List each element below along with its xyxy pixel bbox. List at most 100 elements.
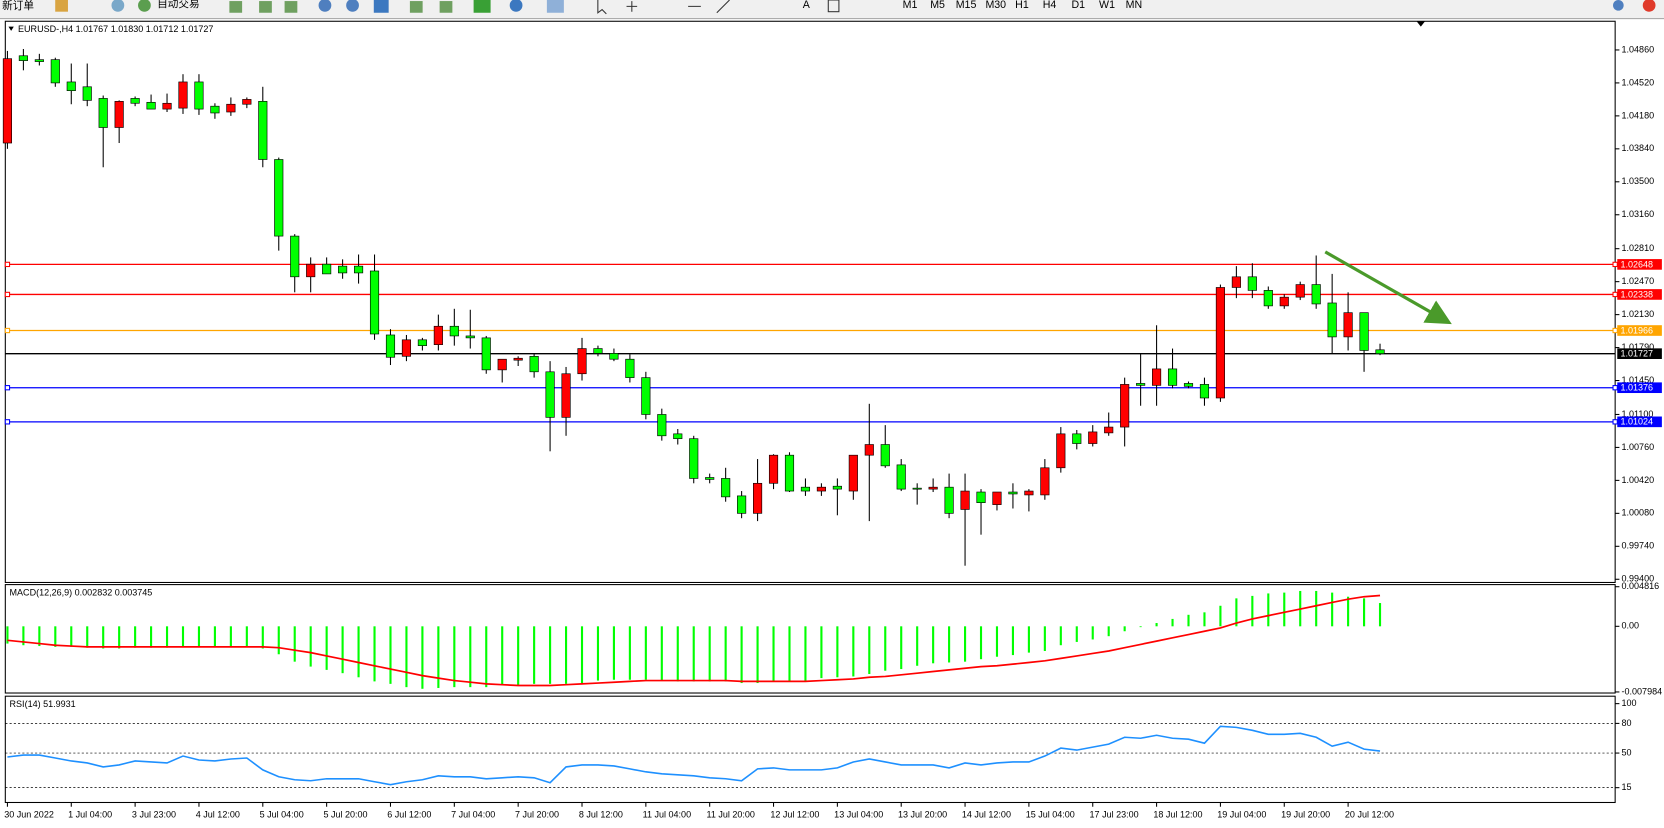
- line-anchor: [4, 261, 11, 268]
- icon[interactable]: [473, 0, 491, 13]
- x-tick-label: 17 Jul 23:00: [1090, 810, 1139, 820]
- candle-body: [242, 99, 252, 105]
- y-tick-label: 1.04180: [1622, 110, 1655, 120]
- macd-title: MACD(12,26,9) 0.002832 0.003745: [10, 587, 153, 597]
- candle-body: [18, 55, 28, 61]
- tf-h4[interactable]: H4: [1043, 0, 1057, 11]
- tf-mn[interactable]: MN: [1126, 0, 1142, 11]
- marks: 1.04860 1.04520 1.04180 1.03840 1.03500 1.031…: [2, 44, 1662, 820]
- x-tick-label: 7 Jul 20:00: [515, 810, 559, 820]
- candle-body: [258, 101, 268, 160]
- icon[interactable]: [55, 0, 68, 12]
- label-icon[interactable]: [827, 0, 840, 13]
- price-label: 1.01727: [1620, 349, 1653, 359]
- icon[interactable]: [111, 0, 125, 12]
- icon[interactable]: [373, 0, 389, 13]
- candle-body: [705, 477, 715, 480]
- icon[interactable]: [509, 0, 523, 12]
- candle-body: [657, 414, 667, 437]
- icon[interactable]: [259, 1, 272, 13]
- y-tick-label: 100: [1622, 698, 1637, 708]
- line-anchor: [4, 385, 11, 391]
- menu-triangle[interactable]: [8, 26, 14, 31]
- candle-body: [545, 371, 555, 418]
- icon[interactable]: [229, 1, 243, 13]
- x-tick-label: 14 Jul 12:00: [962, 810, 1011, 820]
- y-tick-label: 1.00760: [1622, 442, 1655, 452]
- icon[interactable]: [439, 1, 453, 13]
- rsi-panel: [4, 695, 1616, 804]
- y-tick-label: 1.01790: [1622, 342, 1655, 352]
- price-label-bg: [1617, 259, 1662, 270]
- line-icons[interactable]: [688, 0, 730, 14]
- candle-body: [784, 454, 795, 492]
- shift-marker: [1416, 21, 1426, 27]
- x-tick-label: 13 Jul 20:00: [898, 810, 947, 820]
- candle-body: [689, 438, 699, 479]
- candle-body: [1104, 426, 1114, 434]
- candle-body: [593, 348, 603, 354]
- icon[interactable]: [409, 1, 423, 13]
- line-anchor: [4, 419, 11, 425]
- icon[interactable]: [546, 0, 564, 13]
- candle-body: [768, 454, 779, 484]
- candle-body: [1279, 296, 1289, 307]
- x-tick-label: 5 Jul 20:00: [323, 810, 367, 820]
- candle-body: [800, 486, 811, 492]
- cursor-icon[interactable]: [597, 0, 607, 15]
- line-anchor: [4, 291, 11, 298]
- tf-m30[interactable]: M30: [985, 0, 1006, 11]
- price-label: 1.01024: [1620, 417, 1653, 427]
- candle-body: [1215, 287, 1225, 399]
- icon[interactable]: [346, 0, 359, 12]
- y-tick-label: 1.01450: [1622, 375, 1655, 385]
- price-label: 1.02648: [1620, 259, 1653, 269]
- candle-body: [34, 59, 44, 62]
- candle-body: [529, 355, 539, 373]
- candle-body: [1295, 284, 1305, 298]
- crosshair-icon[interactable]: [626, 1, 638, 12]
- tf-m1[interactable]: M1: [903, 0, 918, 11]
- y-tick-label: 0.00: [1622, 621, 1640, 631]
- tf-m15[interactable]: M15: [956, 0, 977, 11]
- x-tick-label: 11 Jul 04:00: [643, 810, 691, 820]
- candle-body: [401, 339, 412, 357]
- icon[interactable]: [138, 0, 151, 12]
- candle-body: [226, 103, 236, 113]
- candle-body: [1231, 276, 1241, 288]
- x-tick-label: 12 Jul 12:00: [770, 810, 819, 820]
- notification-icon[interactable]: [1642, 0, 1656, 12]
- x-tick-label: 30 Jun 2022: [4, 810, 54, 820]
- icon[interactable]: [284, 1, 298, 13]
- tf-h1[interactable]: H1: [1015, 0, 1029, 11]
- candle-body: [417, 339, 427, 346]
- tf-w1[interactable]: W1: [1099, 0, 1115, 11]
- y-tick-label: 1.04520: [1622, 77, 1655, 87]
- tf-m5[interactable]: M5: [930, 0, 945, 11]
- tf-d1[interactable]: D1: [1071, 0, 1085, 11]
- candle-body: [465, 335, 475, 339]
- search-icon[interactable]: [1613, 0, 1624, 11]
- x-tick-label: 6 Jul 12:00: [387, 810, 431, 820]
- candle-body: [178, 81, 188, 109]
- candle-body: [1167, 368, 1178, 386]
- rsi-title: RSI(14) 51.9931: [10, 699, 76, 709]
- x-tick-label: 4 Jul 12:00: [196, 810, 240, 820]
- x-tick-label: 18 Jul 12:00: [1153, 810, 1202, 820]
- candle-body: [1040, 467, 1050, 496]
- candle-body: [944, 486, 954, 514]
- y-tick-label: 1.04860: [1622, 44, 1655, 54]
- candle-body: [912, 487, 922, 490]
- line-anchor: [1612, 261, 1618, 268]
- auto-trading[interactable]: 自动交易: [157, 0, 199, 10]
- text-icon[interactable]: A: [803, 0, 811, 11]
- y-tick-label: 1.03840: [1622, 143, 1655, 153]
- y-tick-label: 1.00080: [1622, 508, 1655, 518]
- candle-body: [290, 235, 300, 278]
- new-order[interactable]: 新订单: [2, 0, 34, 12]
- price-label-bg: [1617, 289, 1662, 300]
- candle-body: [561, 373, 571, 418]
- toolbar-bg: [0, 0, 1664, 19]
- icon[interactable]: [318, 0, 332, 12]
- candle-body: [1183, 383, 1194, 387]
